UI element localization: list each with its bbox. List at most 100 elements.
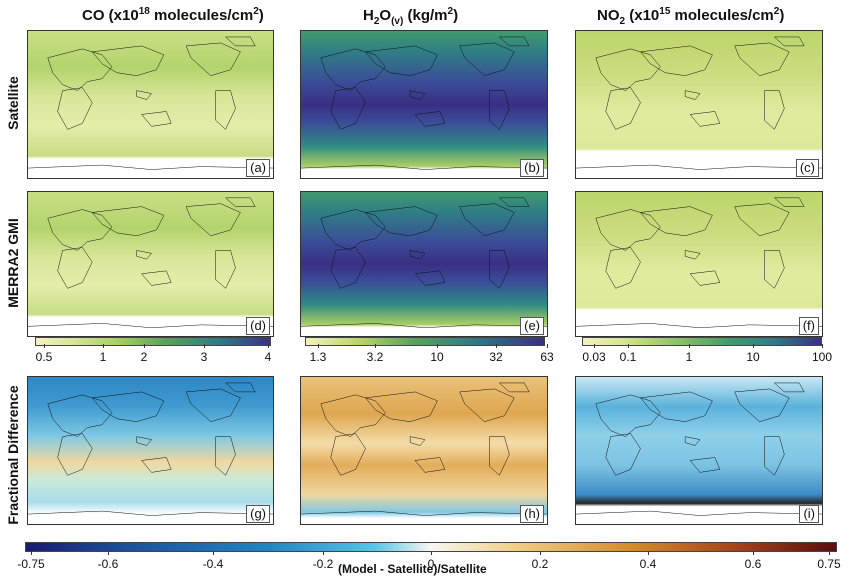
colorbar-diff-tick-label: -0.6: [97, 557, 119, 571]
panel-label: (c): [795, 159, 819, 177]
antarctica-outline: [301, 323, 548, 327]
continent-outline: [764, 250, 784, 288]
continent-outline: [774, 383, 804, 392]
antarctica-outline: [576, 323, 823, 327]
continent-outline: [735, 43, 790, 76]
continent-outline: [596, 49, 660, 91]
continent-outline: [640, 392, 712, 422]
continent-outline: [142, 271, 172, 286]
colorbar-no2-tick-label: 0.03: [582, 350, 606, 364]
colorbar-no2-tick-label: 100: [811, 350, 833, 364]
colorbar-h2o-tick-mark: [496, 344, 497, 348]
continent-outlines: [301, 377, 548, 525]
continent-outline: [460, 43, 515, 76]
map-panel-h2o-satellite: (b): [300, 30, 548, 179]
colorbar-h2o-tick-mark: [375, 344, 376, 348]
continent-outlines: [576, 31, 823, 179]
continent-outline: [331, 88, 366, 130]
continent-outline: [331, 434, 366, 476]
colorbar-diff-tick-mark: [431, 551, 432, 555]
row-label-fractional-difference: Fractional Difference: [5, 385, 21, 525]
continent-outline: [489, 250, 509, 288]
continent-outline: [58, 88, 93, 130]
antarctica-outline: [301, 165, 548, 169]
colorbar-co-tick-mark: [44, 344, 45, 348]
colorbar-co-tick-label: 0.5: [35, 350, 53, 364]
continent-outline: [92, 392, 164, 422]
continent-outline: [137, 437, 152, 446]
colorbar-h2o-tick-mark: [437, 344, 438, 348]
colorbar-no2-tick-mark: [594, 344, 595, 348]
colorbar-diff-tick-label: 0.2: [531, 557, 549, 571]
colorbar-co-tick-label: 4: [264, 350, 272, 364]
continent-outlines: [576, 377, 823, 525]
colorbar-no2-tick-mark: [822, 344, 823, 348]
continent-outline: [48, 49, 112, 91]
colorbar-diff-tick-label: -0.75: [17, 557, 45, 571]
continent-outline: [58, 247, 93, 288]
continent-outline: [690, 457, 720, 472]
continent-outlines: [28, 192, 274, 337]
colorbar-diff-tick-mark: [213, 551, 214, 555]
continent-outline: [92, 46, 164, 76]
colorbar-co-tick-mark: [204, 344, 205, 348]
continent-outline: [499, 198, 529, 207]
row-label-merra2: MERRA2 GMI: [5, 218, 21, 308]
colorbar-co: [35, 337, 271, 346]
continent-outline: [606, 434, 641, 476]
column-title-co: CO (x1018 molecules/cm2): [82, 6, 264, 24]
colorbar-co-tick-label: 1: [99, 350, 107, 364]
continent-outlines: [28, 377, 274, 525]
continent-outline: [365, 46, 437, 76]
continent-outline: [774, 37, 804, 46]
panel-label: (f): [798, 317, 819, 335]
continent-outline: [690, 111, 720, 126]
continent-outline: [460, 389, 515, 422]
colorbar-diff-tick-label: -0.4: [202, 557, 224, 571]
continent-outline: [186, 389, 240, 422]
row-label-satellite: Satellite: [5, 76, 21, 130]
continent-outline: [764, 91, 784, 130]
continent-outline: [410, 437, 425, 446]
colorbar-no2-tick-mark: [689, 344, 690, 348]
continent-outline: [410, 91, 425, 100]
antarctica-outline: [28, 165, 274, 169]
colorbar-h2o-tick-mark: [318, 344, 319, 348]
continent-outline: [365, 392, 437, 422]
colorbar-label: (Model - Satellite)/Satellite: [338, 562, 487, 576]
continent-outline: [640, 46, 712, 76]
panel-label: (h): [520, 505, 544, 523]
colorbar-diff-tick-mark: [829, 551, 830, 555]
continent-outline: [48, 395, 112, 437]
panel-label: (g): [246, 505, 270, 523]
continent-outline: [606, 88, 641, 130]
continent-outline: [774, 198, 804, 207]
panel-label: (a): [246, 159, 270, 177]
panel-label: (i): [799, 505, 819, 523]
continent-outline: [410, 250, 425, 259]
colorbar-diff-tick-label: 0: [427, 557, 435, 571]
continent-outline: [186, 204, 240, 236]
colorbar-h2o-tick-label: 63: [540, 350, 554, 364]
continent-outlines: [301, 31, 548, 179]
continent-outline: [137, 250, 152, 259]
colorbar-no2-tick-label: 1: [685, 350, 693, 364]
continent-outline: [92, 207, 164, 236]
continent-outline: [685, 91, 700, 100]
colorbar-h2o-tick-mark: [547, 344, 548, 348]
panel-label: (e): [520, 317, 544, 335]
continent-outline: [216, 437, 236, 476]
antarctica-outline: [576, 165, 823, 169]
colorbar-co-tick-mark: [103, 344, 104, 348]
map-panel-h2o-merra2: (e): [300, 191, 548, 337]
continent-outlines: [28, 31, 274, 179]
column-title-h2o: H2O(v) (kg/m2): [363, 6, 459, 27]
antarctica-outline: [576, 511, 823, 515]
map-panel-no2-satellite: (c): [575, 30, 823, 179]
colorbar-diff-tick-mark: [753, 551, 754, 555]
colorbar-no2-tick-label: 0.1: [619, 350, 637, 364]
continent-outline: [489, 91, 509, 130]
colorbar-no2-tick-mark: [753, 344, 754, 348]
continent-outline: [321, 210, 385, 251]
continent-outline: [415, 111, 445, 126]
